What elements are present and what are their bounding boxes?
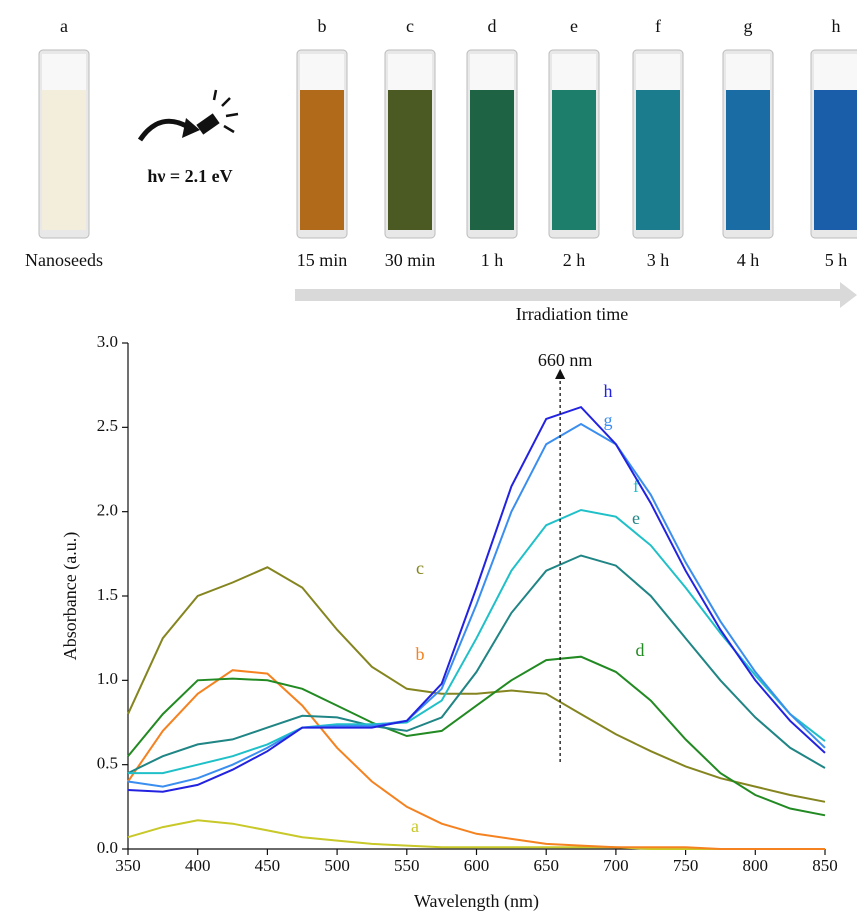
series-label: a bbox=[411, 816, 419, 836]
cuvette-top bbox=[636, 54, 680, 90]
sample-caption: 3 h bbox=[647, 250, 670, 270]
photo-strip: a Nanoseeds b 15 min c 30 min d 1 h e 2 h f 3 h g 4 h… bbox=[25, 16, 857, 270]
sample-label: e bbox=[570, 16, 578, 36]
cuvette-liquid bbox=[388, 90, 432, 230]
series-label: c bbox=[416, 558, 424, 578]
cuvette-top bbox=[300, 54, 344, 90]
y-tick-label: 1.0 bbox=[97, 669, 118, 688]
excitation-label: hν = 2.1 eV bbox=[147, 166, 232, 186]
cuvette-liquid bbox=[726, 90, 770, 230]
series-label: g bbox=[604, 410, 613, 430]
series-line bbox=[127, 405, 826, 793]
x-tick-label: 500 bbox=[324, 856, 350, 875]
sample-label: h bbox=[832, 16, 841, 36]
x-tick-label: 650 bbox=[533, 856, 559, 875]
cuvette-liquid bbox=[552, 90, 596, 230]
x-tick-label: 850 bbox=[812, 856, 838, 875]
y-axis-title: Absorbance (a.u.) bbox=[60, 532, 81, 660]
y-tick-label: 2.0 bbox=[97, 501, 118, 520]
x-axis-title: Wavelength (nm) bbox=[414, 891, 539, 912]
sample-label: c bbox=[406, 16, 414, 36]
light-icon bbox=[137, 89, 239, 142]
cuvette-liquid bbox=[300, 90, 344, 230]
x-tick-label: 550 bbox=[394, 856, 420, 875]
cuvette-liquid bbox=[814, 90, 857, 230]
series-label: e bbox=[632, 508, 640, 528]
series-line bbox=[127, 669, 825, 850]
series-label: f bbox=[633, 476, 639, 496]
series-line bbox=[127, 554, 826, 774]
series-line bbox=[127, 422, 826, 788]
cuvette-liquid bbox=[470, 90, 514, 230]
sample-caption: 2 h bbox=[563, 250, 586, 270]
series-label: d bbox=[636, 640, 645, 660]
sample-label: a bbox=[60, 16, 68, 36]
y-tick-label: 0.5 bbox=[97, 754, 118, 773]
time-arrow bbox=[295, 282, 857, 308]
y-tick-label: 3.0 bbox=[97, 332, 118, 351]
x-tick-label: 450 bbox=[255, 856, 281, 875]
series-label: b bbox=[416, 644, 425, 664]
sample-caption: 15 min bbox=[297, 250, 348, 270]
cuvette-top bbox=[814, 54, 857, 90]
sample-caption: 1 h bbox=[481, 250, 504, 270]
time-axis-label: Irradiation time bbox=[516, 304, 628, 324]
sample-label: d bbox=[488, 16, 497, 36]
cuvette-liquid bbox=[636, 90, 680, 230]
sample-label: b bbox=[318, 16, 327, 36]
sample-caption: Nanoseeds bbox=[25, 250, 103, 270]
chart: 0.0 0.5 1.0 1.5 2.0 2.5 3.0 350 400 450 500 550 600 6… bbox=[60, 332, 838, 912]
series-label: h bbox=[604, 381, 613, 401]
x-tick-label: 600 bbox=[464, 856, 490, 875]
sample-caption: 30 min bbox=[385, 250, 436, 270]
x-tick-label: 350 bbox=[115, 856, 141, 875]
cuvette-liquid bbox=[42, 90, 86, 230]
annotation-label: 660 nm bbox=[538, 350, 593, 370]
x-tick-label: 800 bbox=[743, 856, 769, 875]
sample-caption: 4 h bbox=[737, 250, 760, 270]
sample-label: g bbox=[744, 16, 753, 36]
y-tick-label: 1.5 bbox=[97, 585, 118, 604]
sample-label: f bbox=[655, 16, 661, 36]
x-tick-label: 400 bbox=[185, 856, 211, 875]
series-line bbox=[128, 508, 826, 775]
series-line bbox=[127, 566, 826, 803]
cuvette-top bbox=[470, 54, 514, 90]
sample-caption: 5 h bbox=[825, 250, 848, 270]
cuvette-top bbox=[42, 54, 86, 90]
y-tick-label: 0.0 bbox=[97, 838, 118, 857]
x-tick-label: 750 bbox=[673, 856, 699, 875]
x-tick-label: 700 bbox=[603, 856, 629, 875]
cuvette-top bbox=[552, 54, 596, 90]
series-line bbox=[127, 655, 826, 817]
cuvette-top bbox=[726, 54, 770, 90]
cuvette-top bbox=[388, 54, 432, 90]
y-tick-label: 2.5 bbox=[97, 416, 118, 435]
